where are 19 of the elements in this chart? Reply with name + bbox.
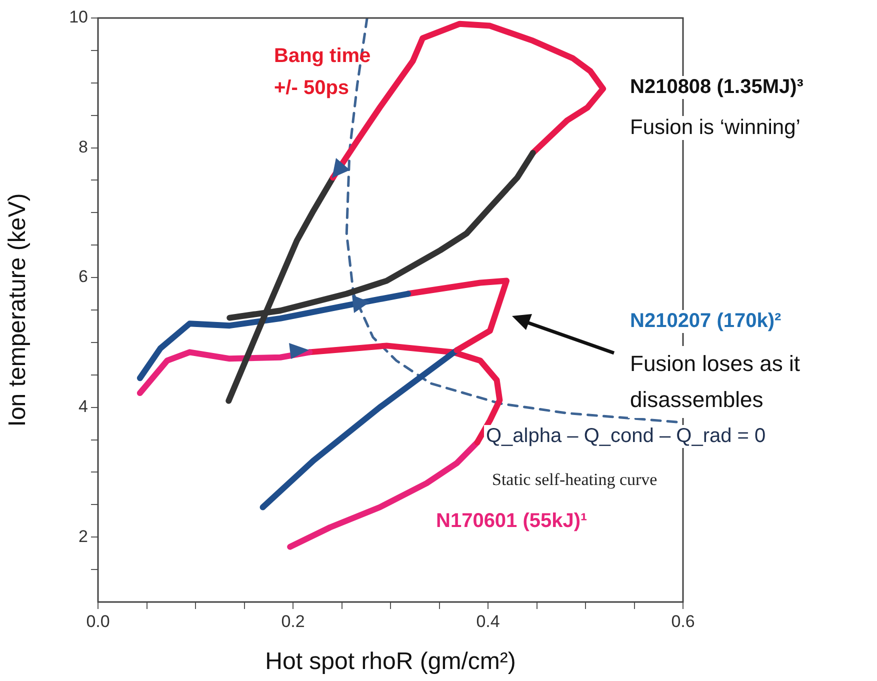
y-tick-label: 10 [69,8,88,27]
x-tick-label: 0.6 [671,612,695,631]
y-axis-title: Ion temperature (keV) [4,193,32,427]
annotation: N210808 (1.35MJ)³ [628,76,806,99]
annotation: Fusion is ‘winning’ [628,116,802,140]
x-tick-label: 0.4 [476,612,500,631]
annotation: N170601 (55kJ)¹ [435,510,588,533]
y-tick-label: 8 [78,137,88,156]
annotation: N210207 (170k)² [628,310,784,333]
annotation: Q_alpha – Q_cond – Q_rad = 0 [484,425,768,448]
y-tick-label: 6 [78,267,88,286]
y-tick-label: 2 [78,526,88,546]
annotation: Static self-heating curve [490,470,660,490]
y-tick-label: 4 [78,397,88,416]
annotation: Fusion loses as it disassembles [628,346,862,418]
x-axis-title: Hot spot rhoR (gm/cm²) [265,648,516,676]
annotation: Bang time +/- 50ps [273,44,372,101]
x-tick-label: 0.0 [86,612,110,631]
x-tick-label: 0.2 [281,612,305,631]
